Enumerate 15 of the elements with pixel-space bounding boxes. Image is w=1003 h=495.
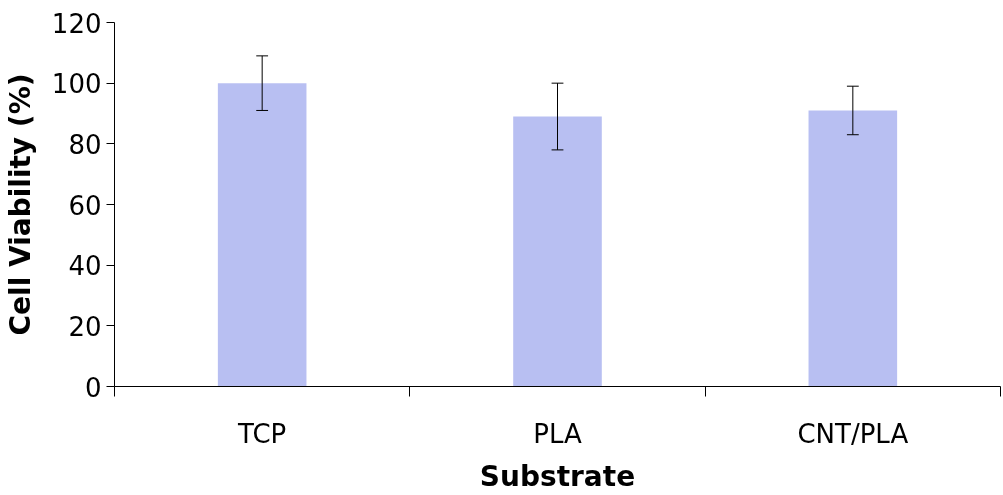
x-tick-label: CNT/PLA xyxy=(797,418,909,449)
y-tick-label: 40 xyxy=(68,251,102,282)
y-tick-label: 80 xyxy=(68,129,102,160)
y-tick-label: 100 xyxy=(51,69,102,100)
bar xyxy=(217,83,307,387)
y-tick-label: 20 xyxy=(68,311,102,342)
bar xyxy=(513,116,602,387)
y-tick-label: 120 xyxy=(51,8,102,39)
y-tick-label: 60 xyxy=(68,190,102,221)
x-tick-label: PLA xyxy=(533,418,582,449)
bar xyxy=(808,110,898,387)
x-axis-title: Substrate xyxy=(479,459,636,493)
x-tick-label: TCP xyxy=(237,418,287,449)
y-axis-title: Cell Viability (%) xyxy=(3,73,37,336)
y-tick-label: 0 xyxy=(84,372,102,403)
